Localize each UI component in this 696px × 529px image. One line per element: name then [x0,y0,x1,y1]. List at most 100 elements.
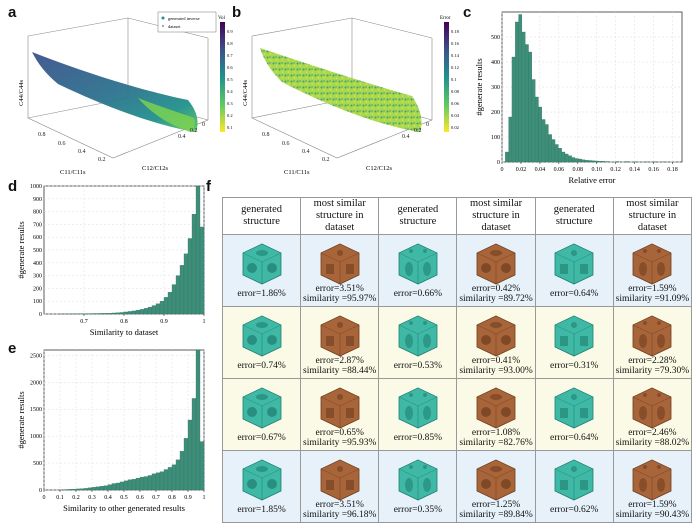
y-axis-label: #generate results [474,58,484,115]
y-tick-label: 400 [33,261,42,267]
y-tick-label: 500 [33,461,42,467]
error-value: error=0.35% [393,505,443,515]
table-row: error=0.67% error=0.65% similarity =95.93… [221,378,693,451]
x-tick-label: 0.04 [535,167,546,173]
generated-lattice-image [241,243,282,285]
generated-structure-cell: error=0.64% [534,378,614,451]
similar-structure-cell: error=1.59% similarity =90.43% [612,450,693,523]
similarity-value: similarity =90.43% [615,510,690,520]
similar-structure-cell: error=3.51% similarity =96.18% [300,450,380,523]
cbar-b-tick: 0.12 [451,65,459,70]
histogram-bar [187,238,193,315]
histogram-bar [625,161,629,163]
error-value: error=0.66% [393,289,443,299]
histogram-bar [115,312,121,315]
histogram-bar [574,158,579,163]
histogram-bar [119,481,125,491]
histogram-bar [515,21,519,163]
dataset-lattice-image [632,387,672,429]
histogram-bar [159,471,165,491]
a-xtick: 0.8 [38,132,46,138]
histogram-bar [179,265,185,315]
x-tick-label: 0.9 [160,319,168,325]
generated-structure-cell: error=0.35% [378,450,458,523]
generated-structure-cell: error=0.62% [534,450,614,523]
b-ylabel: C12/C12s [366,165,392,172]
histogram-bar [531,79,536,163]
y-tick-label: 500 [33,248,42,254]
panel-label-f: f [206,178,211,195]
histogram-bar [159,301,165,315]
histogram-bar [199,441,205,491]
histogram-bar [95,313,101,315]
similarity-value: similarity =82.76% [459,438,533,448]
similarity-value: similarity =89.72% [459,294,533,304]
dataset-lattice-image [476,459,516,501]
y-tick-label: 900 [33,197,42,203]
panel-label-a: a [8,4,17,21]
histogram-bar [151,473,157,491]
histogram-bar [584,160,589,163]
y-tick-label: 300 [33,274,42,280]
y-tick-label: 1500 [30,407,42,413]
table-header: generated structure [534,197,614,235]
error-value: error=0.41% [471,356,521,366]
histogram-bar [103,485,109,491]
histogram-bar [175,459,181,491]
y-tick-label: 200 [491,110,500,116]
dataset-lattice-image [476,315,516,357]
y-tick-label: 0 [497,160,500,166]
x-tick-label: 0.10 [591,167,602,173]
histogram-bar [143,308,149,315]
histogram-bar [147,306,153,315]
similar-structure-cell: error=0.41% similarity =93.00% [456,306,536,379]
error-value: error=0.42% [471,284,521,294]
b-xtick: 0.4 [302,149,310,155]
x-tick-label: 0.5 [120,495,128,501]
histogram-bar [591,160,595,163]
x-tick-label: 0.06 [554,167,565,173]
b-xlabel: C11/C11s [284,169,310,176]
y-axis-label: #generate results [16,221,26,278]
generated-lattice-image [554,459,594,501]
cbar-a-tick: 0.3 [227,101,233,106]
histogram-bar [111,483,117,491]
cbar-a-tick: 0.6 [227,65,233,70]
histogram-bar [79,488,85,491]
colorbar-a-ticks: 0.9 0.8 0.7 0.6 0.5 0.4 0.3 0.2 0.1 [227,29,233,130]
a-ytick: 0 [202,122,205,128]
b-xtick: 0.2 [322,157,330,163]
table-header: generated structure [221,197,302,235]
a-xtick: 0.2 [98,157,106,163]
a-xtick: 0.6 [58,141,66,147]
b-ytick: 0 [426,122,429,128]
comparison-table: generated structure most similar structu… [221,197,693,523]
histogram-bar [127,311,133,315]
error-value: error=1.08% [471,428,521,438]
histogram-bar [167,292,173,315]
y-tick-label: 1000 [30,434,42,440]
histogram-bar [578,158,582,163]
y-tick-label: 400 [491,60,500,66]
error-value: error=1.59% [628,500,677,510]
error-value: error=1.86% [237,289,286,299]
histogram-bar [99,313,105,315]
similarity-value: similarity =95.93% [303,438,377,448]
histogram-bar [107,313,113,315]
cbar-b-tick: 0.14 [451,53,460,58]
x-tick-label: 0.18 [667,167,678,173]
generated-lattice-image [398,459,438,501]
similarity-value: similarity =79.30% [615,366,690,376]
b-xtick: 0.6 [282,141,290,147]
x-tick-label: 0.8 [120,319,128,325]
generated-structure-cell: error=0.31% [534,306,614,379]
panel-label-c: c [463,4,472,21]
generated-structure-cell: error=0.85% [378,378,458,451]
generated-lattice-image [398,315,438,357]
histogram-bar [83,488,89,491]
b-ytick: 0.2 [414,128,422,134]
y-tick-label: 200 [33,286,42,292]
x-tick-label: 0.02 [516,167,527,173]
colorbar-b-title: Error [440,16,451,21]
x-tick-label: 0.4 [104,495,112,501]
